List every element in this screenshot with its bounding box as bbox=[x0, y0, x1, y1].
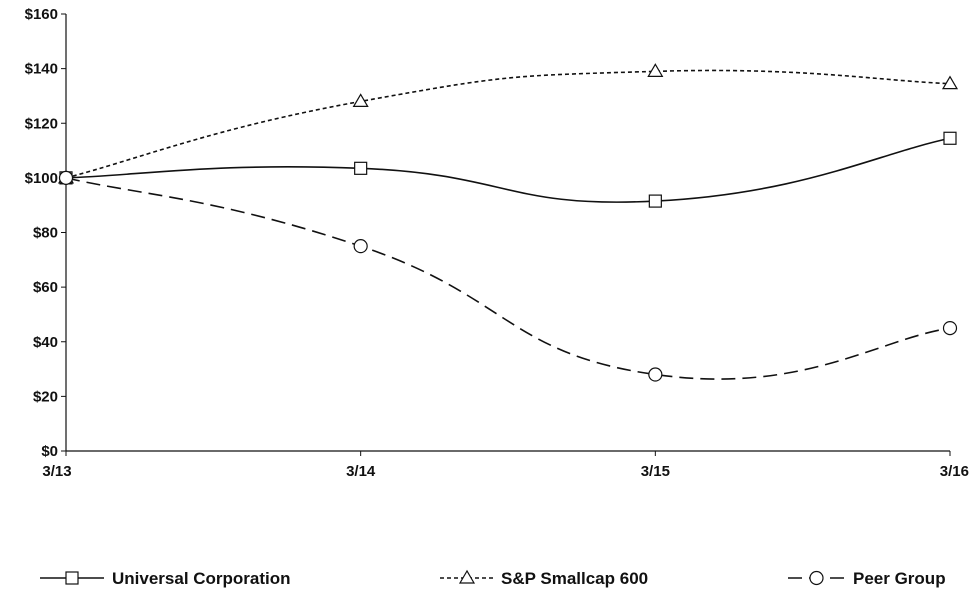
y-tick-label: $80 bbox=[33, 225, 58, 242]
series-lines bbox=[65, 69, 951, 380]
x-tick-label: 3/13 bbox=[42, 463, 71, 480]
y-tick-label: $140 bbox=[25, 61, 58, 78]
series-line-universal-corporation bbox=[65, 137, 951, 203]
y-tick-label: $0 bbox=[41, 443, 58, 460]
series-markers bbox=[57, 63, 959, 382]
legend-marker-sample bbox=[809, 570, 824, 586]
data-point-universal-corporation bbox=[943, 131, 957, 145]
legend-label: Universal Corporation bbox=[112, 569, 291, 588]
legend: Universal Corporation S&P Smallcap 600 Pee… bbox=[40, 569, 946, 588]
y-tick-label: $160 bbox=[25, 6, 58, 23]
x-tick-label: 3/15 bbox=[641, 463, 670, 480]
legend-item-peer-group: Peer Group bbox=[788, 569, 946, 588]
x-tick-label: 3/14 bbox=[346, 463, 376, 480]
y-tick-label: $60 bbox=[33, 279, 58, 296]
y-tick-label: $100 bbox=[25, 170, 58, 187]
data-point-sandp-smallcap-600 bbox=[352, 93, 369, 108]
y-tick-label: $120 bbox=[25, 115, 58, 132]
data-point-universal-corporation bbox=[354, 161, 368, 175]
y-tick-label: $20 bbox=[33, 388, 58, 405]
legend-item-universal-corporation: Universal Corporation bbox=[40, 569, 291, 588]
legend-marker-sample bbox=[458, 569, 476, 584]
x-ticks: 3/13 3/14 3/15 3/16 bbox=[42, 451, 969, 480]
data-point-peer-group bbox=[942, 320, 958, 336]
axes bbox=[65, 14, 950, 452]
legend-item-sandp-smallcap-600: S&P Smallcap 600 bbox=[440, 569, 648, 588]
data-point-sandp-smallcap-600 bbox=[941, 75, 959, 90]
data-point-sandp-smallcap-600 bbox=[647, 63, 664, 77]
data-point-peer-group bbox=[353, 239, 368, 254]
y-ticks: $0 $20 $40 $60 $80 $100 $120 $140 $160 bbox=[25, 6, 66, 460]
data-point-peer-group bbox=[58, 170, 74, 185]
series-line-sandp-smallcap-600 bbox=[65, 69, 951, 179]
legend-label: S&P Smallcap 600 bbox=[501, 569, 648, 588]
legend-label: Peer Group bbox=[853, 569, 946, 588]
data-point-universal-corporation bbox=[648, 194, 662, 208]
series-line-peer-group bbox=[65, 177, 951, 380]
data-point-peer-group bbox=[648, 367, 663, 382]
x-tick-label: 3/16 bbox=[940, 463, 969, 480]
y-tick-label: $40 bbox=[33, 334, 58, 351]
legend-marker-sample bbox=[65, 571, 79, 585]
